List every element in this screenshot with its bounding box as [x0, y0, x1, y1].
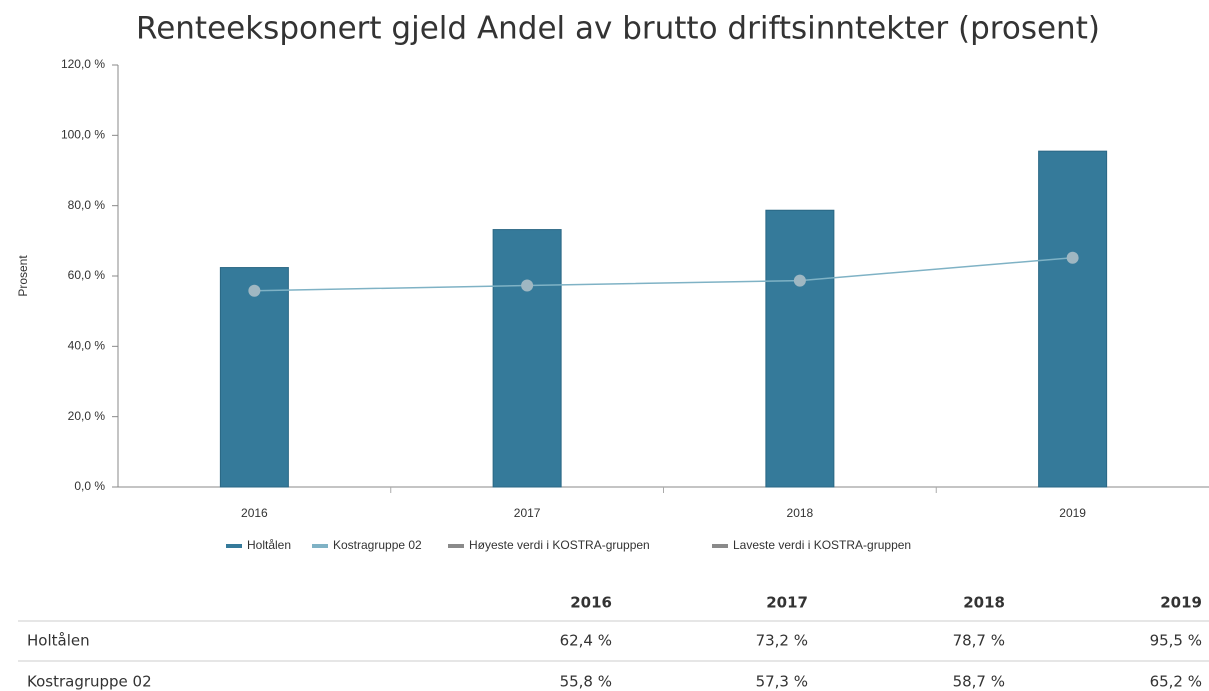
- x-tick-label: 2018: [787, 506, 814, 520]
- bar: [1038, 150, 1108, 488]
- table-cell: 58,7 %: [953, 673, 1005, 691]
- table-header: 2018: [963, 594, 1005, 612]
- table-header: 2019: [1160, 594, 1202, 612]
- y-axis-label: Prosent: [16, 255, 30, 297]
- legend-label: Kostragruppe 02: [333, 538, 422, 552]
- line-marker: [248, 284, 261, 297]
- y-tick-label: 60,0 %: [68, 268, 106, 282]
- y-tick-label: 100,0 %: [61, 128, 105, 142]
- table-cell: 73,2 %: [756, 632, 808, 650]
- x-tick-label: 2019: [1059, 506, 1086, 520]
- legend-label: Høyeste verdi i KOSTRA-gruppen: [469, 538, 650, 552]
- table-row-label: Kostragruppe 02: [27, 673, 152, 691]
- table-cell: 62,4 %: [560, 632, 612, 650]
- legend-label: Laveste verdi i KOSTRA-gruppen: [733, 538, 911, 552]
- table-header: 2016: [570, 594, 612, 612]
- y-tick-label: 20,0 %: [68, 409, 106, 423]
- line: [254, 256, 1073, 292]
- y-tick-label: 0,0 %: [74, 479, 105, 493]
- x-tick-label: 2016: [241, 506, 268, 520]
- y-tick-label: 40,0 %: [68, 339, 106, 353]
- line-marker: [793, 274, 806, 287]
- y-tick-label: 80,0 %: [68, 198, 106, 212]
- y-tick-label: 120,0 %: [61, 57, 105, 71]
- line-marker: [1066, 251, 1079, 264]
- table-cell: 78,7 %: [953, 632, 1005, 650]
- bar: [765, 209, 835, 488]
- table-cell: 57,3 %: [756, 673, 808, 691]
- table-header: 2017: [766, 594, 808, 612]
- table-row-label: Holtålen: [27, 632, 90, 650]
- table-cell: 65,2 %: [1150, 673, 1202, 691]
- legend-label: Holtålen: [247, 538, 291, 552]
- chart-title: Renteeksponert gjeld Andel av brutto dri…: [136, 11, 1100, 47]
- bar: [219, 267, 289, 488]
- table-cell: 55,8 %: [560, 673, 612, 691]
- bar: [492, 229, 562, 488]
- line-marker: [521, 279, 534, 292]
- x-tick-label: 2017: [514, 506, 541, 520]
- table-cell: 95,5 %: [1150, 632, 1202, 650]
